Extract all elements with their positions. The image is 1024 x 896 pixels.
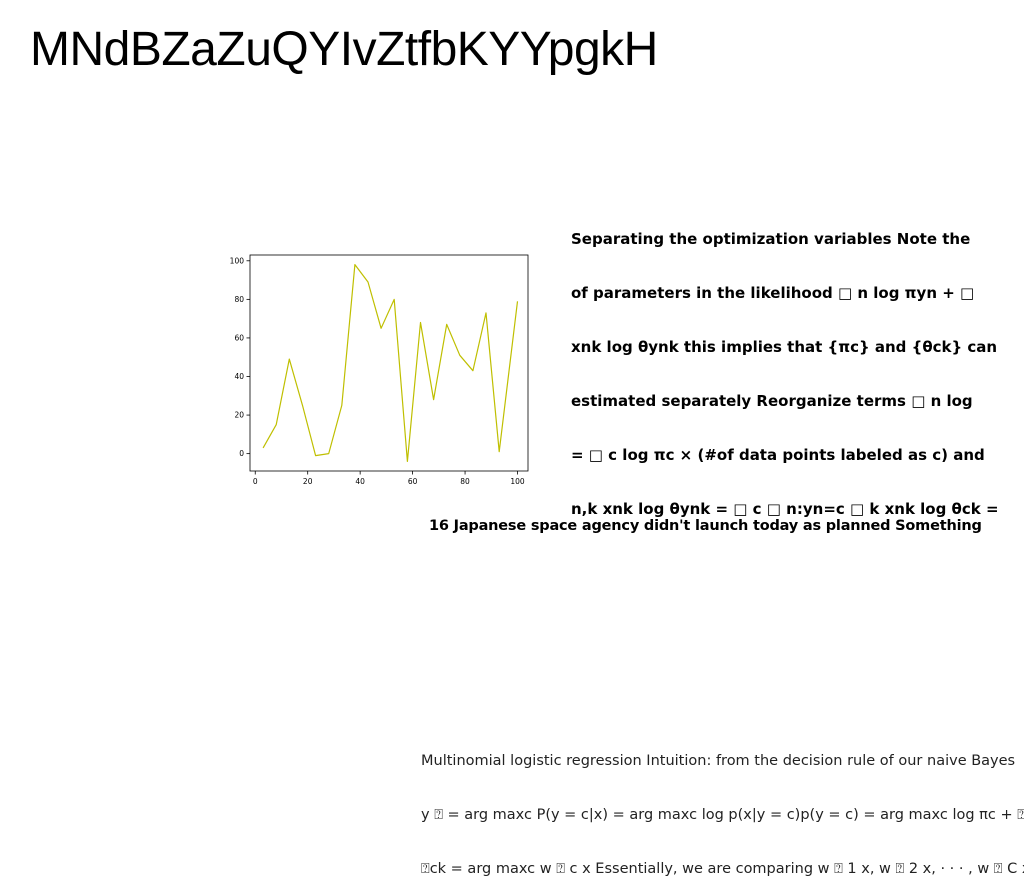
y-tick-label: 60 bbox=[234, 334, 244, 343]
x-tick-label: 100 bbox=[510, 477, 525, 486]
y-tick-label: 0 bbox=[239, 449, 244, 458]
x-tick-label: 20 bbox=[303, 477, 313, 486]
headline-text: 16 Japanese space agency didn't launch t… bbox=[429, 518, 982, 534]
line-chart-svg: 0 20 40 60 80 100 0 20 40 60 80 100 bbox=[230, 254, 529, 486]
page-title: MNdBZaZuQYIvZtfbKYYpgkH bbox=[30, 23, 658, 76]
text-line: Multinomial logistic regression Intuitio… bbox=[421, 753, 1016, 769]
text-line: Separating the optimization variables No… bbox=[571, 230, 971, 248]
text-block-logistic-regression: Multinomial logistic regression Intuitio… bbox=[421, 716, 1024, 896]
text-block-optimization: Separating the optimization variables No… bbox=[571, 194, 1024, 536]
plot-frame bbox=[249, 254, 529, 472]
text-line: of parameters in the likelihood □ n log … bbox=[571, 284, 975, 302]
text-line: y ⍰ = arg maxc P(y = c|x) = arg maxc log… bbox=[421, 807, 1024, 823]
x-tick-label: 40 bbox=[355, 477, 365, 486]
x-tick-label: 0 bbox=[253, 477, 258, 486]
text-line: n,k xnk log θynk = □ c □ n:yn=c □ k xnk … bbox=[571, 500, 999, 518]
y-tick-label: 80 bbox=[234, 295, 244, 304]
text-line: estimated separately Reorganize terms □ … bbox=[571, 392, 973, 410]
x-tick-label: 60 bbox=[408, 477, 418, 486]
y-tick-label: 100 bbox=[230, 256, 245, 265]
y-tick-label: 40 bbox=[234, 372, 244, 381]
text-line: ⍰ck = arg maxc w ⍰ c x Essentially, we a… bbox=[421, 861, 1024, 877]
line-chart: 0 20 40 60 80 100 0 20 40 60 80 100 bbox=[222, 248, 540, 492]
text-line: xnk log θynk this implies that {πc} and … bbox=[571, 338, 998, 356]
series-line bbox=[262, 264, 519, 462]
x-tick-label: 80 bbox=[460, 477, 470, 486]
y-tick-label: 20 bbox=[234, 411, 244, 420]
text-line: = □ c log πc × (#of data points labeled … bbox=[571, 446, 985, 464]
